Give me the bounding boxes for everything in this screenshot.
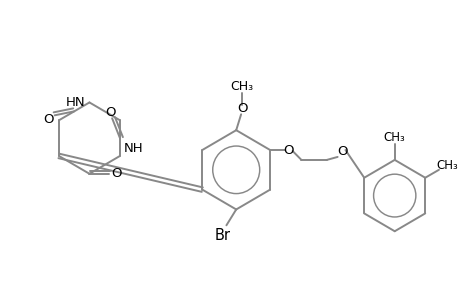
Text: O: O xyxy=(236,102,247,115)
Text: O: O xyxy=(283,143,293,157)
Text: CH₃: CH₃ xyxy=(230,80,253,93)
Text: NH: NH xyxy=(123,142,143,154)
Text: HN: HN xyxy=(66,96,85,109)
Text: CH₃: CH₃ xyxy=(435,159,457,172)
Text: O: O xyxy=(44,113,54,126)
Text: CH₃: CH₃ xyxy=(383,130,405,144)
Text: Br: Br xyxy=(214,228,230,243)
Text: O: O xyxy=(105,106,115,119)
Text: O: O xyxy=(336,146,347,158)
Text: O: O xyxy=(112,167,122,180)
